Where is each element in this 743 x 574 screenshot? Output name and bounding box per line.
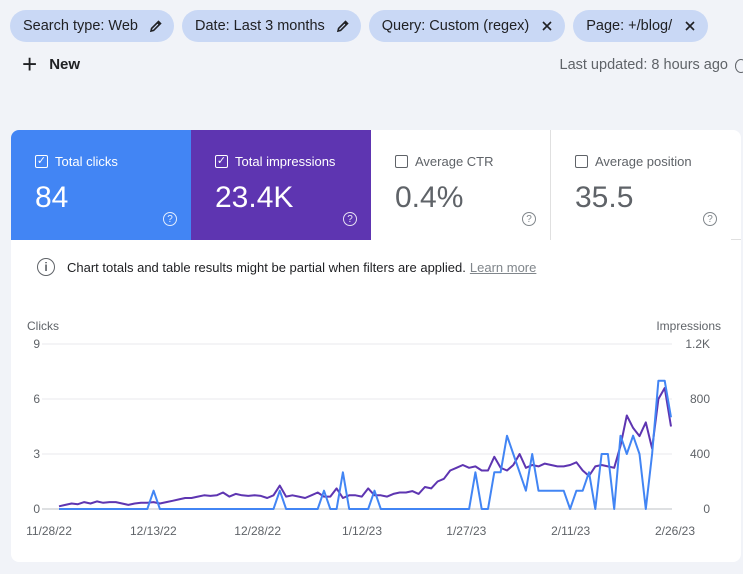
info-icon: i <box>37 258 55 276</box>
help-icon[interactable]: ? <box>163 212 177 226</box>
right-tick-label: 800 <box>690 392 710 406</box>
close-icon[interactable] <box>539 18 555 34</box>
x-tick-label: 11/28/22 <box>26 524 72 538</box>
metric-value: 35.5 <box>575 181 634 214</box>
checkbox-unchecked-icon[interactable] <box>395 155 408 168</box>
left-tick-label: 0 <box>33 502 40 516</box>
notice-text: Chart totals and table results might be … <box>67 259 466 275</box>
x-tick-label: 2/11/23 <box>551 524 590 538</box>
metric-label: Total clicks <box>55 154 118 169</box>
left-axis-title: Clicks <box>27 319 59 333</box>
clicks-series-line <box>59 379 672 510</box>
learn-more-link[interactable]: Learn more <box>469 259 537 275</box>
filter-chip-label: Search type: Web <box>23 18 138 34</box>
x-tick-label: 12/28/22 <box>234 524 281 538</box>
metric-value: 23.4K <box>215 181 294 214</box>
right-axis-title: Impressions <box>656 319 721 333</box>
info-icon[interactable] <box>735 59 743 73</box>
metric-total-clicks[interactable]: ✓ Total clicks 84 ? <box>11 130 191 240</box>
metric-total-impressions[interactable]: ✓ Total impressions 23.4K ? <box>191 130 371 240</box>
filter-chip-label: Page: +/blog/ <box>586 18 673 34</box>
impressions-series-line <box>58 387 672 508</box>
checkbox-unchecked-icon[interactable] <box>575 155 588 168</box>
metric-average-ctr[interactable]: Average CTR 0.4% ? <box>371 130 551 240</box>
close-icon[interactable] <box>682 18 698 34</box>
filter-chip-date[interactable]: Date: Last 3 months <box>182 10 361 42</box>
left-tick-label: 6 <box>33 392 40 406</box>
filter-chip-query[interactable]: Query: Custom (regex) <box>368 10 566 42</box>
chart-lines <box>58 379 672 510</box>
edit-icon[interactable] <box>335 18 351 34</box>
help-icon[interactable]: ? <box>522 212 536 226</box>
chart-ticks: 0 0 3 400 6 800 9 1.2K 11/28/22 12/13/22 12/28/22 1… <box>26 337 710 538</box>
x-tick-label: 2/26/23 <box>655 524 695 538</box>
left-tick-label: 9 <box>33 337 40 351</box>
right-tick-label: 400 <box>690 447 710 461</box>
metric-value: 0.4% <box>395 181 464 214</box>
performance-card: ✓ Total clicks 84 ? ✓ Total impressions 23… <box>11 130 741 562</box>
filter-chips: Search type: Web Date: Last 3 months Que… <box>10 10 709 42</box>
metric-value: 84 <box>35 181 69 214</box>
metric-label: Total impressions <box>235 154 336 169</box>
checkbox-checked-icon[interactable]: ✓ <box>35 155 48 168</box>
right-tick-label: 1.2K <box>685 337 710 351</box>
filter-chip-label: Date: Last 3 months <box>195 18 325 34</box>
checkbox-checked-icon[interactable]: ✓ <box>215 155 228 168</box>
left-tick-label: 3 <box>33 447 40 461</box>
filter-chip-page[interactable]: Page: +/blog/ <box>573 10 709 42</box>
chart-grid <box>42 343 672 510</box>
edit-icon[interactable] <box>148 18 164 34</box>
help-icon[interactable]: ? <box>343 212 357 226</box>
x-tick-label: 12/13/22 <box>130 524 177 538</box>
help-icon[interactable]: ? <box>703 212 717 226</box>
metric-label: Average position <box>595 154 692 169</box>
metric-tiles: ✓ Total clicks 84 ? ✓ Total impressions 23… <box>11 130 741 240</box>
x-tick-label: 1/27/23 <box>446 524 486 538</box>
filter-chip-search-type[interactable]: Search type: Web <box>10 10 174 42</box>
plus-icon: + <box>22 49 38 79</box>
metric-label: Average CTR <box>415 154 494 169</box>
new-button-label: New <box>49 55 81 73</box>
new-filter-button[interactable]: + New <box>22 49 81 79</box>
performance-chart: Clicks Impressions 0 0 3 400 6 800 9 1.2K 11/28/… <box>26 319 721 538</box>
right-tick-label: 0 <box>703 502 710 516</box>
partial-data-notice: i Chart totals and table results might b… <box>37 258 536 276</box>
last-updated-text: Last updated: 8 hours ago <box>559 57 729 73</box>
filter-chip-label: Query: Custom (regex) <box>381 18 530 34</box>
metric-average-position[interactable]: Average position 35.5 ? <box>551 130 731 240</box>
x-tick-label: 1/12/23 <box>342 524 382 538</box>
